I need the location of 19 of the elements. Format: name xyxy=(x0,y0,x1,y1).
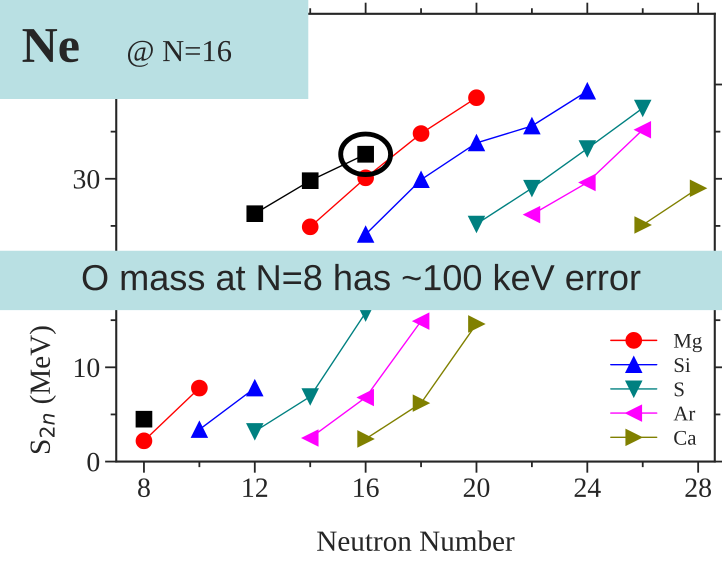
y-axis-title: S$_{2n}$ (MeV) xyxy=(30,326,56,454)
y-tick-label: 0 xyxy=(87,452,100,472)
legend-label: Ar xyxy=(674,406,696,420)
y-tick-label: 10 xyxy=(74,358,100,378)
legend-label: Ca xyxy=(674,430,696,445)
x-tick-label: 24 xyxy=(574,478,601,497)
legend-label: Si xyxy=(674,358,690,372)
x-axis-title: Neutron Number xyxy=(317,530,514,552)
legend-label: Mg xyxy=(674,334,702,352)
y-tick-label: 30 xyxy=(74,170,100,189)
chart-title: Ne xyxy=(22,29,79,62)
text: @ N=16 xyxy=(128,40,232,67)
x-tick-label: 16 xyxy=(354,478,379,498)
annotation: O mass at N=8 has ~100 keV error xyxy=(82,264,640,290)
legend-label: S xyxy=(674,382,684,396)
x-tick-label: 28 xyxy=(685,478,711,498)
x-tick-label: 20 xyxy=(464,478,490,498)
x-tick-label: 12 xyxy=(243,478,268,497)
x-tick-label: 8 xyxy=(138,478,150,498)
